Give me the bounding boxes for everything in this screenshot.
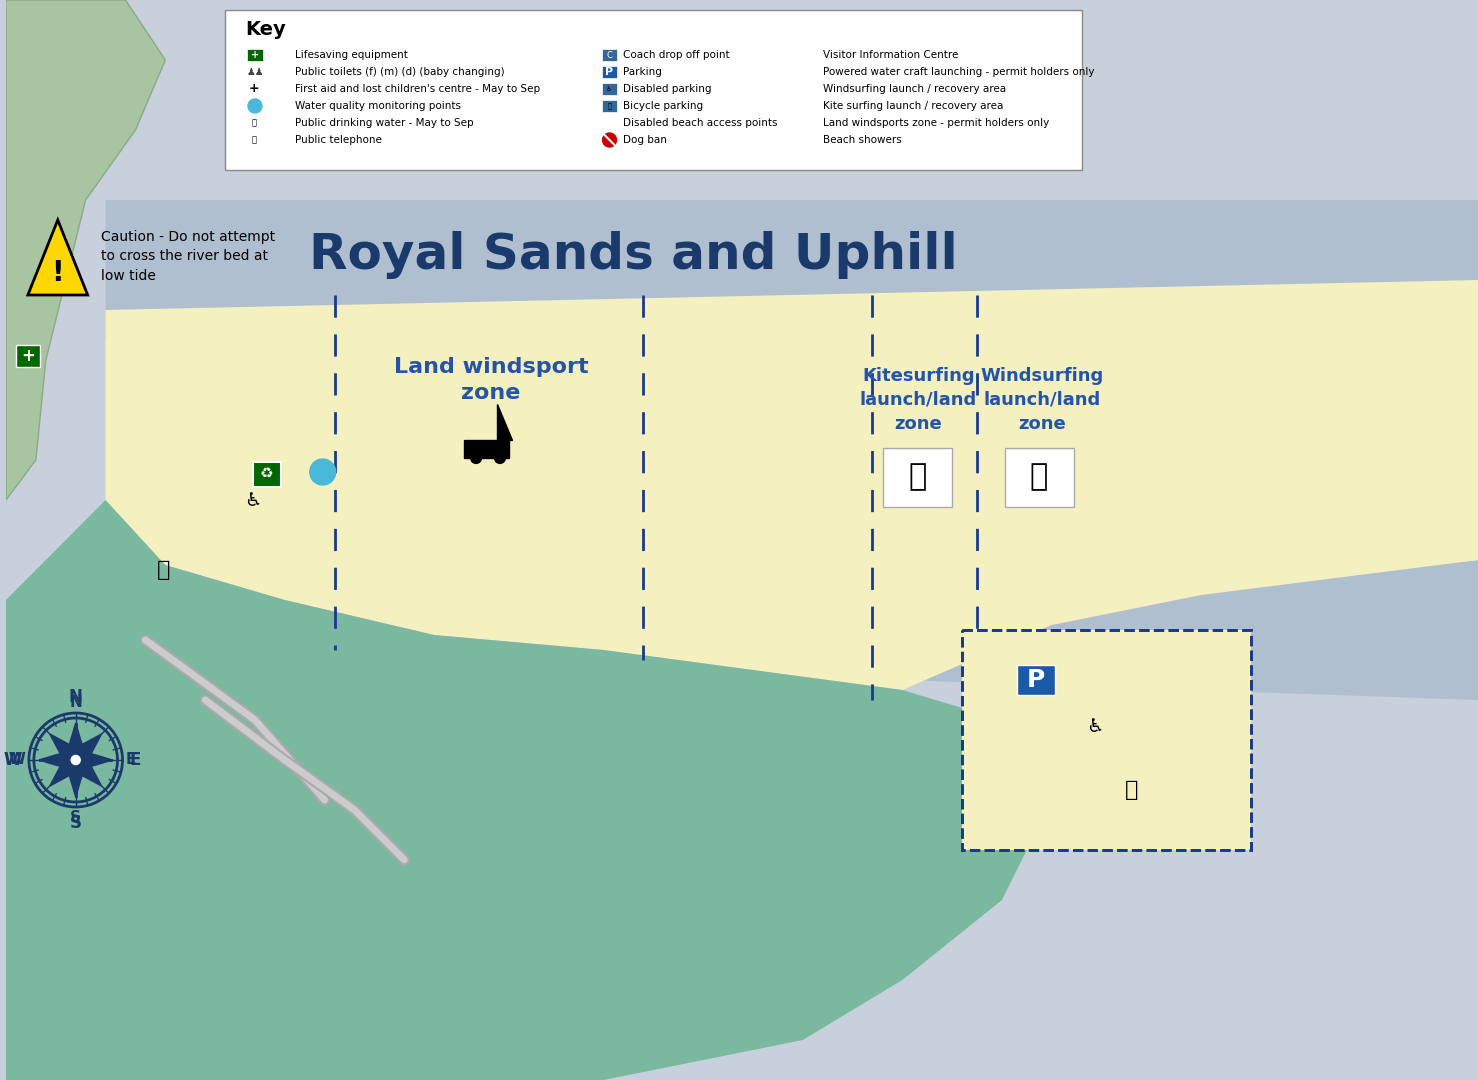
Text: Coach drop off point: Coach drop off point bbox=[624, 50, 730, 60]
Circle shape bbox=[310, 459, 336, 485]
FancyBboxPatch shape bbox=[884, 448, 952, 507]
Text: Powered water craft launching - permit holders only: Powered water craft launching - permit h… bbox=[823, 67, 1094, 77]
Text: Public toilets (f) (m) (d) (baby changing): Public toilets (f) (m) (d) (baby changin… bbox=[294, 67, 504, 77]
Polygon shape bbox=[6, 0, 166, 500]
Text: First aid and lost children's centre - May to Sep: First aid and lost children's centre - M… bbox=[294, 84, 539, 94]
Text: +: + bbox=[21, 347, 35, 365]
Text: 🚲: 🚲 bbox=[607, 103, 612, 109]
Bar bbox=[962, 630, 1250, 850]
Text: Caution - Do not attempt
to cross the river bed at
low tide: Caution - Do not attempt to cross the ri… bbox=[101, 230, 275, 283]
Text: Kite surfing launch / recovery area: Kite surfing launch / recovery area bbox=[823, 102, 1004, 111]
Text: Beach showers: Beach showers bbox=[823, 135, 902, 145]
FancyBboxPatch shape bbox=[225, 10, 1082, 170]
Text: W: W bbox=[9, 753, 27, 768]
Text: 🏄: 🏄 bbox=[907, 462, 927, 491]
Text: Disabled beach access points: Disabled beach access points bbox=[624, 118, 777, 129]
Bar bbox=[962, 630, 1250, 850]
Text: ♻: ♻ bbox=[260, 467, 273, 482]
Text: 📞: 📞 bbox=[251, 135, 257, 145]
Text: Public drinking water - May to Sep: Public drinking water - May to Sep bbox=[294, 118, 473, 129]
Text: W: W bbox=[3, 751, 22, 769]
FancyBboxPatch shape bbox=[602, 66, 618, 78]
Text: S: S bbox=[69, 814, 81, 832]
Bar bbox=[464, 440, 508, 458]
Text: 🚻: 🚻 bbox=[1125, 780, 1138, 800]
FancyBboxPatch shape bbox=[1017, 665, 1055, 696]
Text: P: P bbox=[606, 67, 613, 77]
Text: Land windsport
zone: Land windsport zone bbox=[393, 356, 588, 403]
Text: 🏄: 🏄 bbox=[1030, 462, 1048, 491]
FancyBboxPatch shape bbox=[16, 345, 40, 367]
Text: Windsurfing
launch/land
zone: Windsurfing launch/land zone bbox=[980, 367, 1104, 433]
Text: E: E bbox=[126, 753, 136, 768]
Circle shape bbox=[603, 133, 616, 147]
Text: Water quality monitoring points: Water quality monitoring points bbox=[294, 102, 461, 111]
Circle shape bbox=[69, 754, 81, 767]
Text: Key: Key bbox=[245, 21, 285, 39]
Polygon shape bbox=[38, 723, 112, 797]
Polygon shape bbox=[105, 280, 1478, 680]
Bar bbox=[962, 630, 1250, 850]
Text: +: + bbox=[251, 50, 259, 60]
Text: Kitesurfing
launch/land
zone: Kitesurfing launch/land zone bbox=[860, 367, 977, 433]
Text: Dog ban: Dog ban bbox=[624, 135, 668, 145]
Text: Royal Sands and Uphill: Royal Sands and Uphill bbox=[309, 231, 958, 279]
Polygon shape bbox=[497, 404, 511, 440]
Text: 🚻: 🚻 bbox=[157, 561, 170, 580]
Text: 🚰: 🚰 bbox=[251, 119, 257, 127]
FancyBboxPatch shape bbox=[247, 49, 263, 60]
Text: ♿: ♿ bbox=[244, 490, 262, 510]
FancyBboxPatch shape bbox=[602, 49, 618, 60]
Text: !: ! bbox=[52, 259, 64, 287]
Circle shape bbox=[71, 755, 81, 765]
Polygon shape bbox=[6, 500, 1052, 1080]
Polygon shape bbox=[105, 200, 1478, 700]
Text: P: P bbox=[1027, 669, 1045, 692]
Polygon shape bbox=[105, 285, 1478, 690]
Text: Visitor Information Centre: Visitor Information Centre bbox=[823, 50, 958, 60]
Circle shape bbox=[470, 453, 482, 463]
Polygon shape bbox=[28, 220, 87, 295]
Text: S: S bbox=[69, 810, 81, 825]
Text: ♟♟: ♟♟ bbox=[247, 67, 265, 77]
FancyBboxPatch shape bbox=[1005, 448, 1073, 507]
FancyBboxPatch shape bbox=[253, 462, 281, 487]
Text: ♿: ♿ bbox=[606, 86, 613, 92]
FancyBboxPatch shape bbox=[602, 100, 618, 112]
FancyBboxPatch shape bbox=[602, 83, 618, 95]
Text: Lifesaving equipment: Lifesaving equipment bbox=[294, 50, 408, 60]
Text: Bicycle parking: Bicycle parking bbox=[624, 102, 704, 111]
Text: N: N bbox=[69, 688, 83, 706]
Text: Land windsports zone - permit holders only: Land windsports zone - permit holders on… bbox=[823, 118, 1049, 129]
Text: +: + bbox=[248, 82, 259, 95]
Text: C: C bbox=[606, 51, 612, 59]
Circle shape bbox=[248, 99, 262, 113]
Text: Windsurfing launch / recovery area: Windsurfing launch / recovery area bbox=[823, 84, 1007, 94]
Text: ♿: ♿ bbox=[1086, 717, 1103, 737]
Text: Public telephone: Public telephone bbox=[294, 135, 381, 145]
Text: N: N bbox=[69, 696, 83, 710]
Text: Disabled parking: Disabled parking bbox=[624, 84, 712, 94]
Text: Parking: Parking bbox=[624, 67, 662, 77]
Circle shape bbox=[495, 453, 505, 463]
Text: E: E bbox=[130, 751, 140, 769]
